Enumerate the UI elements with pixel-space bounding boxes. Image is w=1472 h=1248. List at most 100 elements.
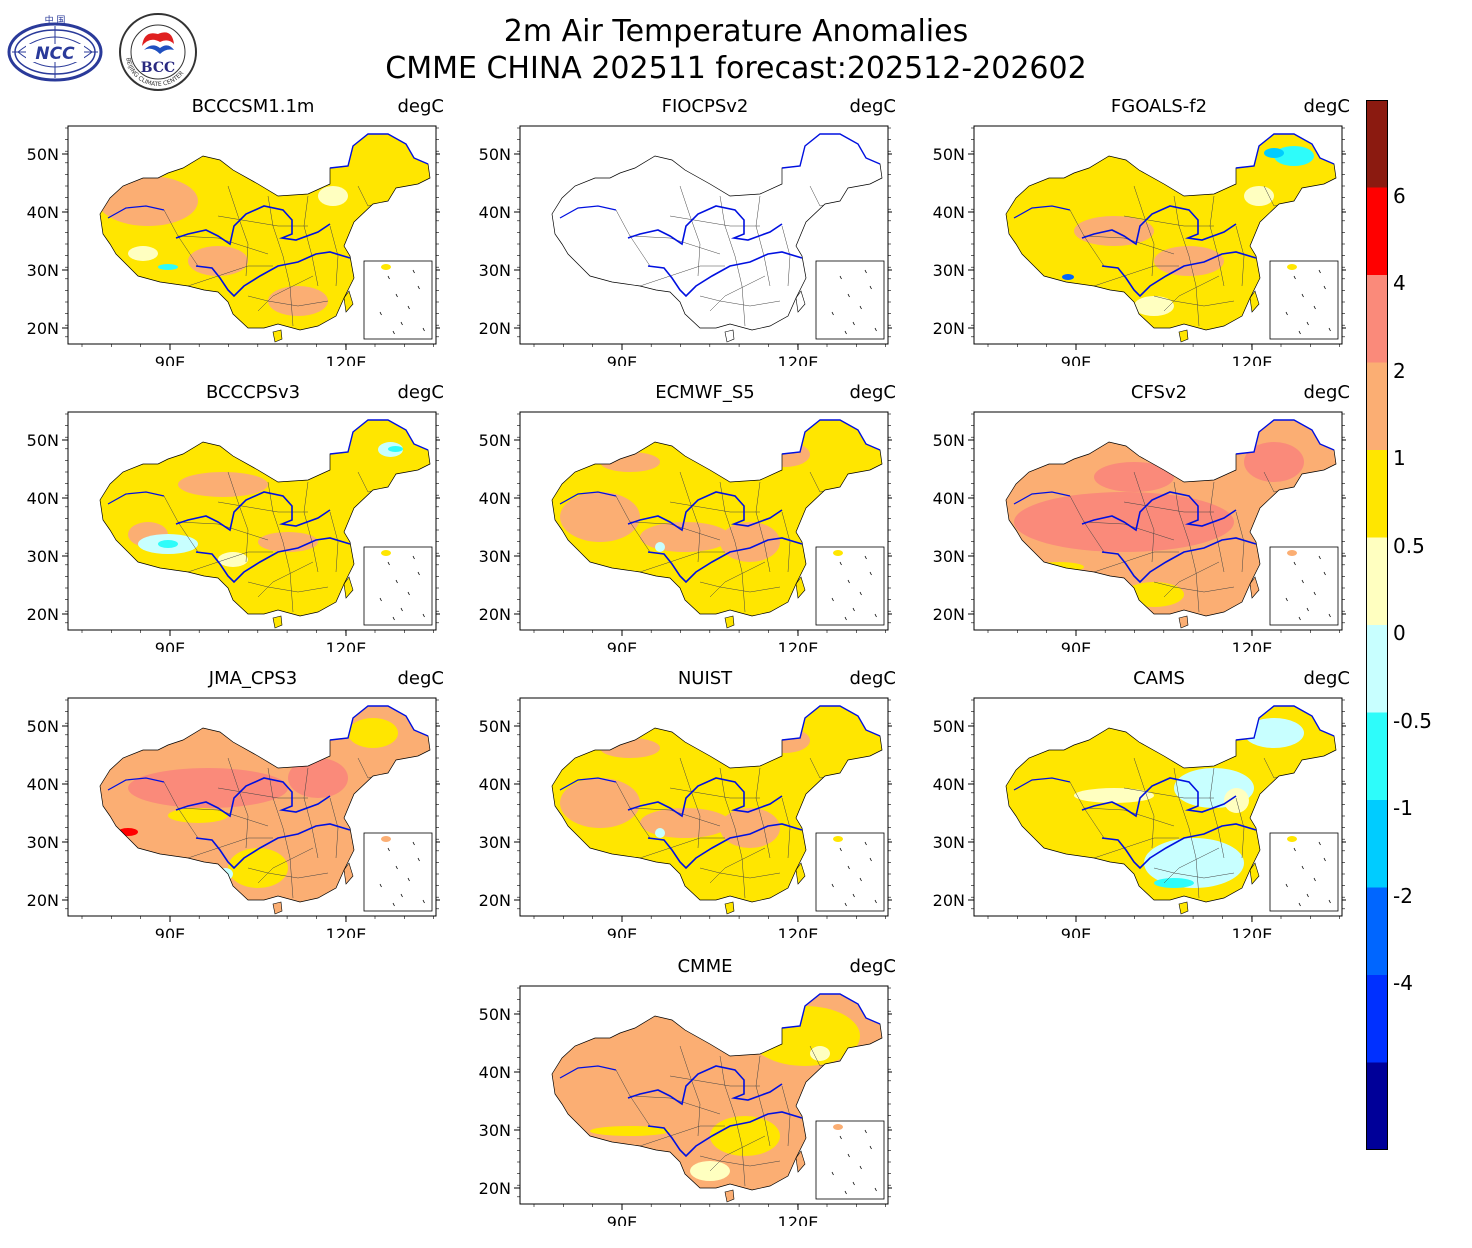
inset-island-mark: [417, 571, 420, 576]
inset-fill: [1287, 836, 1297, 842]
y-tick-label: 30N: [933, 261, 965, 280]
inset-island-mark: [407, 591, 410, 596]
colorbar-label: 0: [1393, 621, 1406, 645]
map-svg: 50N 40N 30N 20N 90E 120E: [27, 411, 440, 652]
land-fill: [100, 706, 430, 902]
anomaly-blob: [720, 808, 780, 848]
inset-island-mark: [387, 847, 390, 852]
province-border: [1209, 767, 1225, 859]
province-border: [1235, 511, 1245, 573]
taiwan-island: [1249, 576, 1260, 599]
province-border: [699, 295, 781, 307]
colorbar-segment: [1366, 537, 1388, 626]
x-tick-label: 90E: [607, 1213, 637, 1226]
province-border: [781, 797, 791, 859]
province-border: [303, 195, 319, 287]
y-tick-label: 50N: [479, 717, 511, 736]
colorbar-segment: [1366, 100, 1388, 188]
colorbar-segment: [1366, 800, 1388, 888]
colorbar-segment: [1366, 187, 1388, 276]
south-china-sea-inset: [363, 546, 433, 626]
province-border: [699, 581, 781, 593]
inset-island-mark: [1328, 613, 1331, 618]
province-border: [699, 867, 781, 879]
yellow-river: [175, 491, 331, 532]
y-tick-label: 30N: [933, 833, 965, 852]
y-tick-label: 40N: [933, 203, 965, 222]
country-border: [99, 133, 431, 331]
inset-island-mark: [839, 561, 842, 566]
inset-island-mark: [1306, 607, 1309, 612]
inset-island-mark: [422, 899, 425, 904]
province-border: [1093, 551, 1179, 573]
panel-unit: degC: [1303, 96, 1351, 117]
province-border: [267, 195, 294, 327]
anomaly-blob: [158, 264, 178, 270]
inset-island-mark: [839, 275, 842, 280]
province-border: [719, 1055, 746, 1187]
inset-fill: [1287, 550, 1297, 556]
taiwan-island: [343, 862, 354, 885]
y-tick-label: 50N: [479, 1005, 511, 1024]
province-border: [303, 767, 319, 859]
inset-island-mark: [831, 597, 834, 602]
ncc-logo: NCC 中 国: [4, 12, 106, 88]
map-svg: 50N 40N 30N 20N 90E 120E: [479, 697, 892, 938]
colorbar-border: [1366, 100, 1388, 1150]
province-border: [1123, 501, 1214, 513]
y-tick-label: 30N: [479, 833, 511, 852]
province-border: [1123, 215, 1214, 227]
province-border: [669, 215, 760, 227]
inset-island-mark: [1306, 321, 1309, 326]
province-border: [227, 757, 249, 849]
inset-island-mark: [395, 865, 398, 870]
colorbar-label: 1: [1393, 446, 1406, 470]
inset-island-mark: [1306, 893, 1309, 898]
hainan-island: [724, 615, 735, 629]
inset-island-mark: [379, 883, 382, 888]
map-svg: 50N 40N 30N 20N 90E 120E: [27, 697, 440, 938]
province-border: [329, 797, 339, 859]
tarim-river: [107, 205, 165, 219]
anomaly-blob: [720, 522, 780, 562]
province-border: [163, 209, 199, 267]
yellow-river: [627, 491, 783, 532]
map-frame-group: 50N 40N 30N 20N 90E 120E: [933, 697, 1346, 938]
province-border: [755, 481, 771, 573]
inset-island-mark: [1323, 285, 1326, 290]
x-tick-label: 90E: [155, 353, 185, 366]
province-border: [709, 561, 766, 598]
map-svg: 50N 40N 30N 20N 90E 120E: [479, 125, 892, 366]
country-border: [551, 993, 883, 1191]
colorbar-label: -4: [1393, 971, 1413, 995]
y-tick-label: 20N: [479, 319, 511, 338]
amur-river: [781, 993, 881, 1029]
inset-island-mark: [392, 902, 395, 907]
inset-island-mark: [864, 841, 867, 846]
colorbar-label: -0.5: [1393, 708, 1433, 733]
province-border: [669, 501, 760, 513]
inset-island-mark: [1293, 561, 1296, 566]
yangtze-river: [647, 1111, 803, 1158]
anomaly-blob: [188, 246, 248, 276]
panel-unit: degC: [397, 96, 445, 117]
province-border: [227, 185, 249, 277]
inset-island-mark: [847, 579, 850, 584]
colorbar: [1366, 100, 1388, 1151]
panel-title: FGOALS-f2: [1110, 96, 1208, 117]
panel-unit: degC: [849, 956, 897, 977]
panel-unit: degC: [1303, 668, 1351, 689]
inset-fill: [1287, 264, 1297, 270]
panel-title: JMA_CPS3: [208, 668, 298, 689]
inset-island-mark: [874, 1187, 877, 1192]
inset-island-mark: [1301, 579, 1304, 584]
amur-river: [1235, 419, 1335, 455]
south-china-sea-inset: [815, 1120, 885, 1200]
province-border: [303, 481, 319, 573]
inset-island-mark: [864, 269, 867, 274]
province-border: [1163, 275, 1220, 312]
inset-island-mark: [831, 311, 834, 316]
yellow-river: [1081, 491, 1237, 532]
province-border: [679, 471, 701, 563]
south-china-sea-inset: [363, 832, 433, 912]
